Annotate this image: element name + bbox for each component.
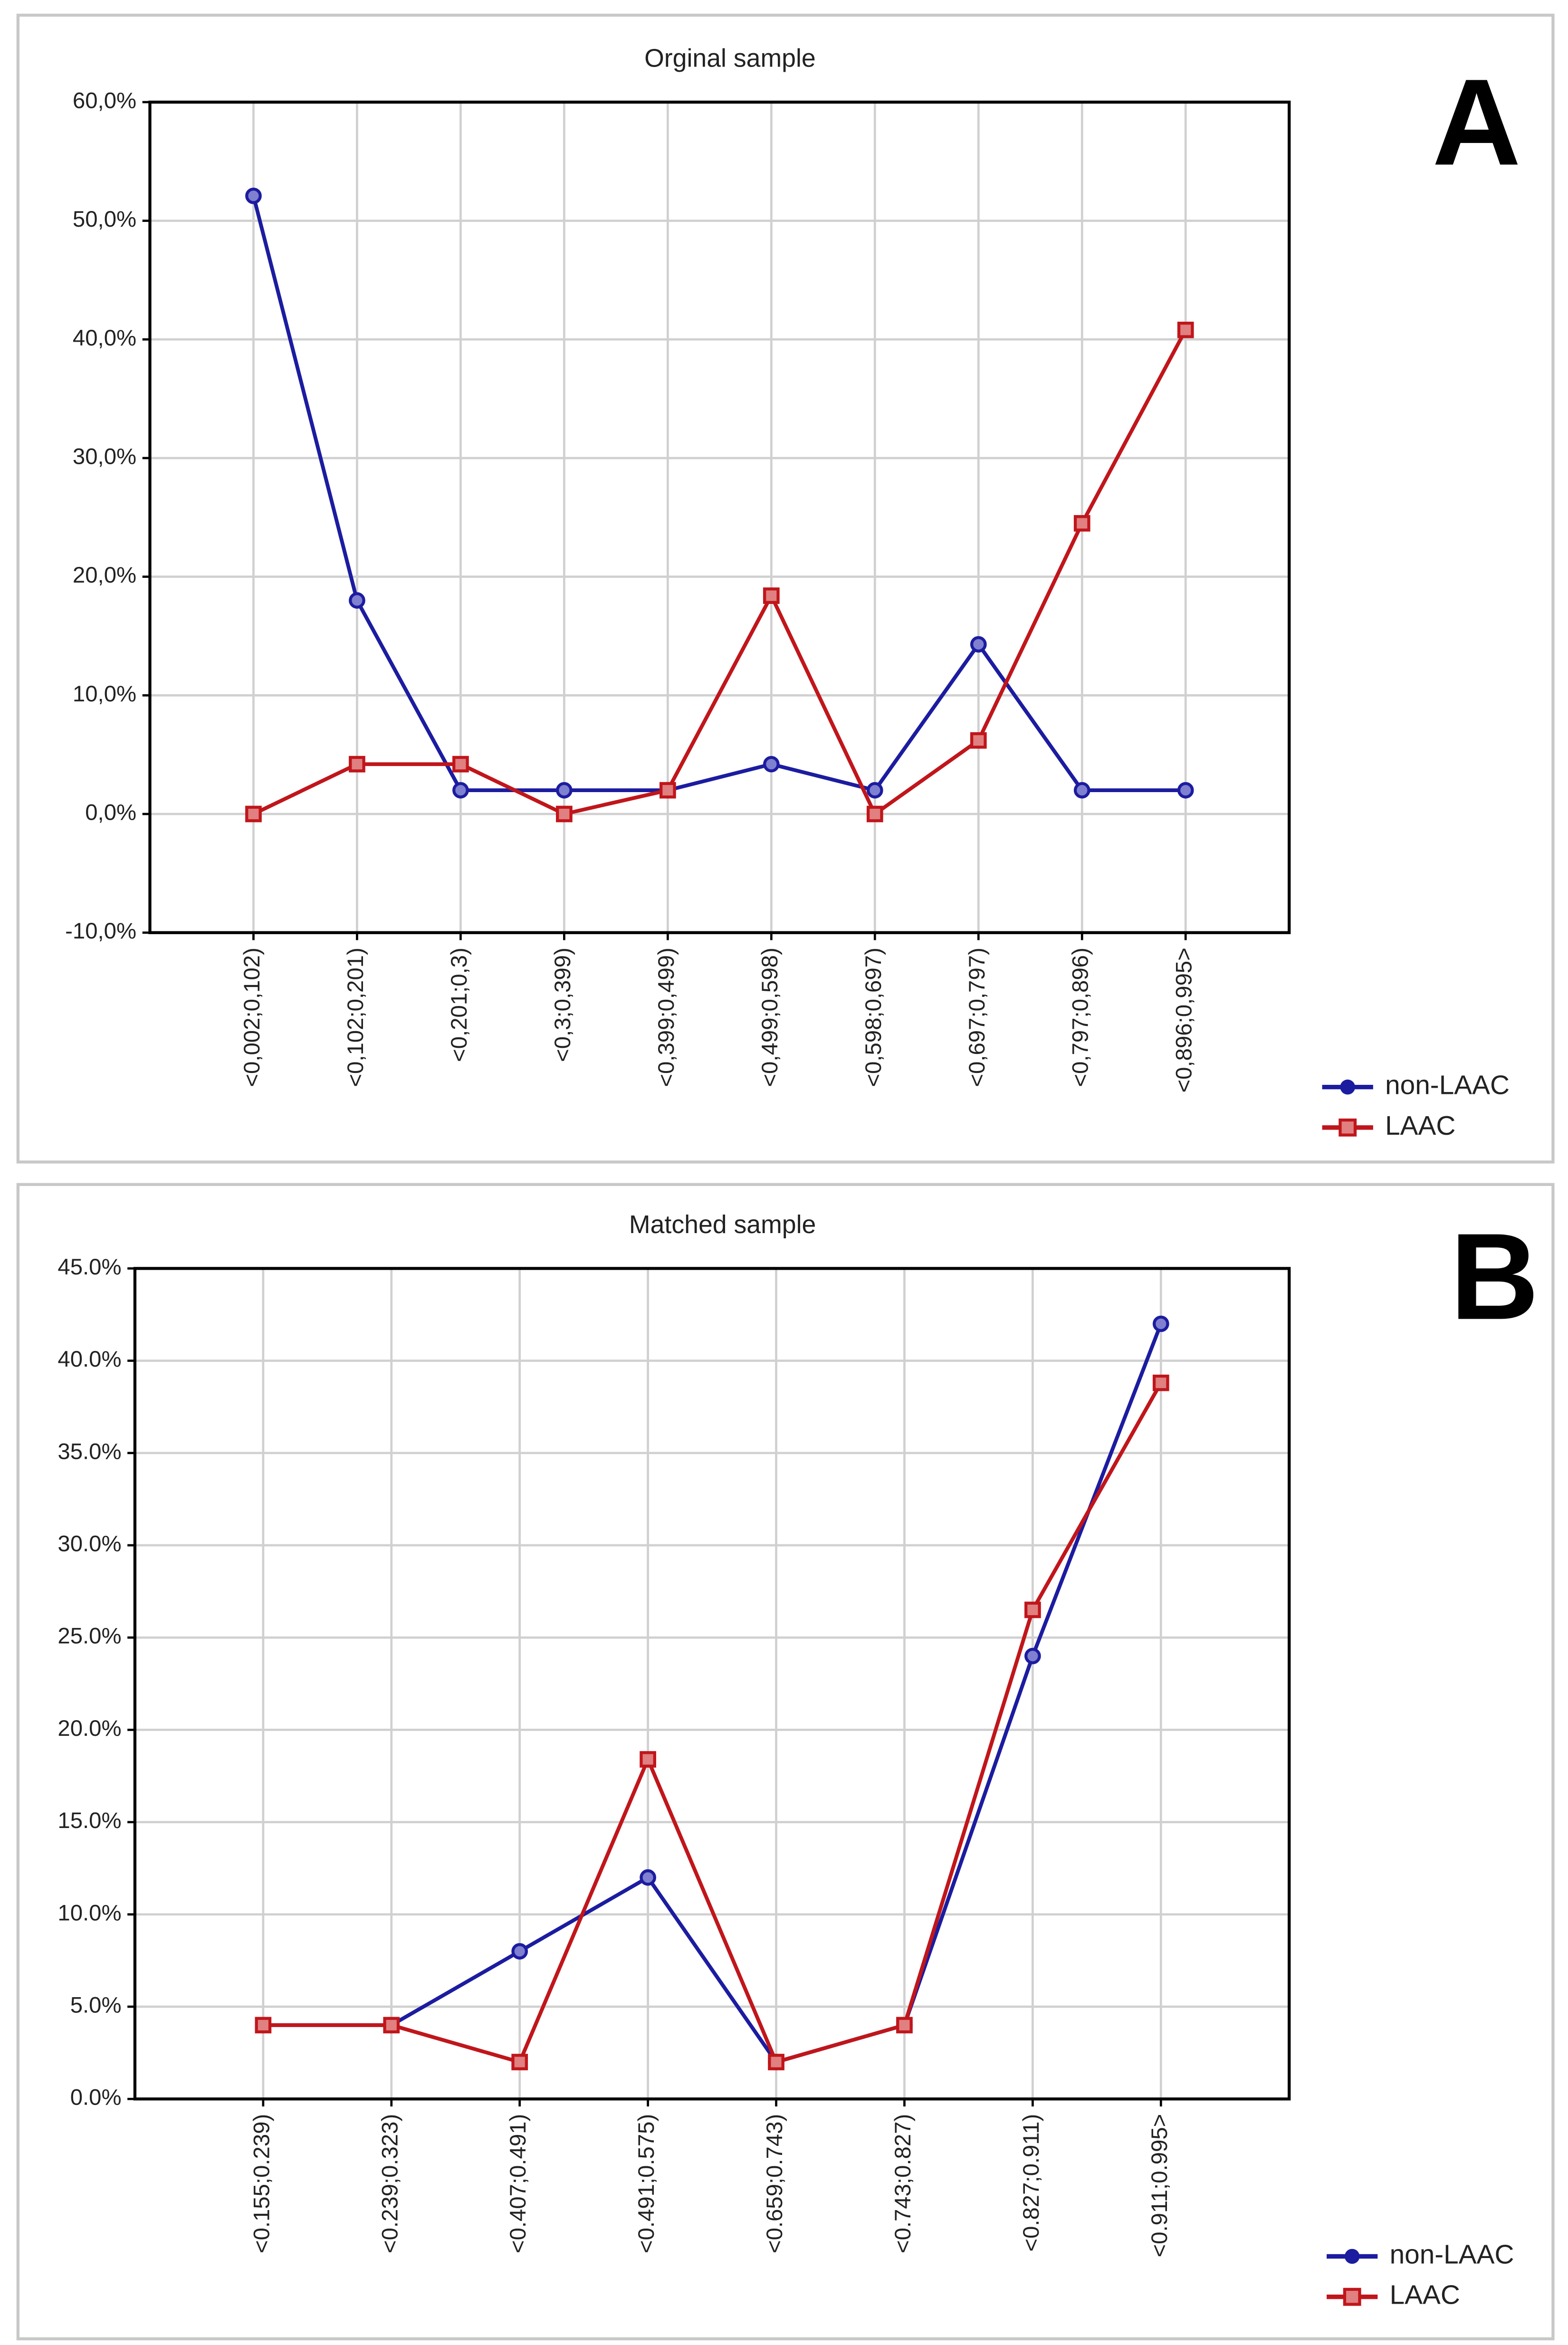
point (1152, 1315, 1169, 1332)
point (1177, 782, 1194, 799)
x-tick-label: <0.239;0.323) (377, 2114, 402, 2253)
point (1073, 782, 1090, 799)
y-tick-label: 0,0% (85, 800, 136, 825)
x-tick-label: <0.155;0.239) (249, 2114, 274, 2253)
x-tick-label: <0.407;0.491) (506, 2114, 531, 2253)
series-line (251, 195, 1186, 793)
y-tick-label: 50,0% (73, 207, 136, 232)
point (556, 805, 573, 823)
x-tick-label: <0,201;0,3) (447, 948, 472, 1062)
legend-marker (1340, 1079, 1356, 1095)
series-line (263, 1382, 1163, 2065)
legend-label: LAAC (1385, 1111, 1455, 1141)
y-tick-label: 25.0% (57, 1624, 121, 1649)
point (768, 2054, 784, 2070)
point (1024, 1601, 1041, 1618)
point (245, 805, 262, 823)
x-tick-label: <0.659;0.743) (762, 2114, 787, 2253)
chart-title: Orginal sample (644, 44, 816, 73)
x-tick-label: <0,499;0,598) (757, 948, 783, 1087)
point (349, 592, 365, 609)
point (970, 636, 987, 653)
point (452, 782, 469, 799)
y-tick-label: 0.0% (70, 2085, 122, 2110)
point (896, 2017, 913, 2034)
point (383, 2017, 400, 2034)
panel-label: A (1432, 53, 1521, 191)
y-tick-label: 30.0% (57, 1531, 121, 1557)
plot-border (133, 1267, 1291, 2101)
point (511, 2054, 528, 2070)
legend-marker (1344, 2249, 1360, 2264)
x-tick-label: <0,598;0,697) (861, 948, 886, 1087)
x-tick-label: <0,3;0,399) (550, 948, 575, 1062)
y-tick-label: 10,0% (73, 681, 136, 707)
point (1024, 1647, 1041, 1665)
plot-border (148, 100, 1291, 934)
legend-marker (1343, 2288, 1361, 2306)
x-tick-label: <0.911;0.995> (1147, 2114, 1172, 2258)
chart-title: Matched sample (629, 1210, 816, 1239)
point (640, 1751, 656, 1768)
y-tick-label: 15.0% (57, 1808, 121, 1833)
series-line (263, 1323, 1163, 2065)
y-tick-label: 40.0% (57, 1347, 121, 1372)
x-tick-label: <0,797;0,896) (1068, 948, 1093, 1087)
point (255, 2017, 272, 2034)
y-tick-label: 10.0% (57, 1900, 121, 1925)
point (1152, 1374, 1169, 1391)
y-tick-label: 40,0% (73, 325, 136, 351)
point (511, 1943, 528, 1960)
panel-frame (16, 1183, 1555, 2341)
point (349, 756, 365, 773)
point (1177, 321, 1194, 338)
legend-label: non-LAAC (1385, 1071, 1510, 1101)
panel-label: B (1450, 1208, 1539, 1345)
panel-frame (16, 13, 1555, 1164)
x-tick-label: <0,896;0,995> (1172, 948, 1197, 1092)
point (245, 187, 262, 204)
point (452, 756, 469, 773)
point (866, 805, 883, 823)
legend-label: non-LAAC (1390, 2240, 1514, 2269)
point (763, 756, 780, 773)
point (970, 732, 987, 749)
point (660, 782, 676, 799)
x-tick-label: <0,102;0,201) (343, 948, 368, 1087)
y-tick-label: 30,0% (73, 444, 136, 469)
point (556, 782, 573, 799)
x-tick-label: <0,399;0,499) (654, 948, 679, 1087)
y-tick-label: 20,0% (73, 563, 136, 588)
point (763, 587, 780, 604)
y-tick-label: 20.0% (57, 1716, 121, 1741)
x-tick-label: <0.827;0.911) (1019, 2114, 1044, 2252)
y-tick-label: 35.0% (57, 1439, 121, 1464)
point (640, 1869, 656, 1886)
series-line (252, 329, 1187, 817)
x-tick-label: <0.491;0.575) (634, 2114, 659, 2253)
legend-label: LAAC (1390, 2280, 1460, 2310)
chart-panel: Matched sample B 0.0% 5.0% 10.0% 15.0% 20.0% 25… (16, 1183, 1555, 2341)
point (866, 782, 883, 799)
x-tick-label: <0.743;0.827) (890, 2114, 916, 2253)
y-tick-label: -10,0% (65, 919, 136, 944)
y-tick-label: 5.0% (70, 1993, 122, 2018)
point (1073, 515, 1090, 532)
chart-panel: Orginal sample A -10,0% 0,0% 10,0% 20,0% 30,0%… (16, 13, 1555, 1164)
y-tick-label: 45.0% (57, 1254, 121, 1280)
x-tick-label: <0,002;0,102) (239, 948, 265, 1087)
y-tick-label: 60,0% (73, 88, 136, 113)
x-tick-label: <0,697;0,797) (965, 948, 990, 1087)
legend-marker (1339, 1118, 1357, 1137)
